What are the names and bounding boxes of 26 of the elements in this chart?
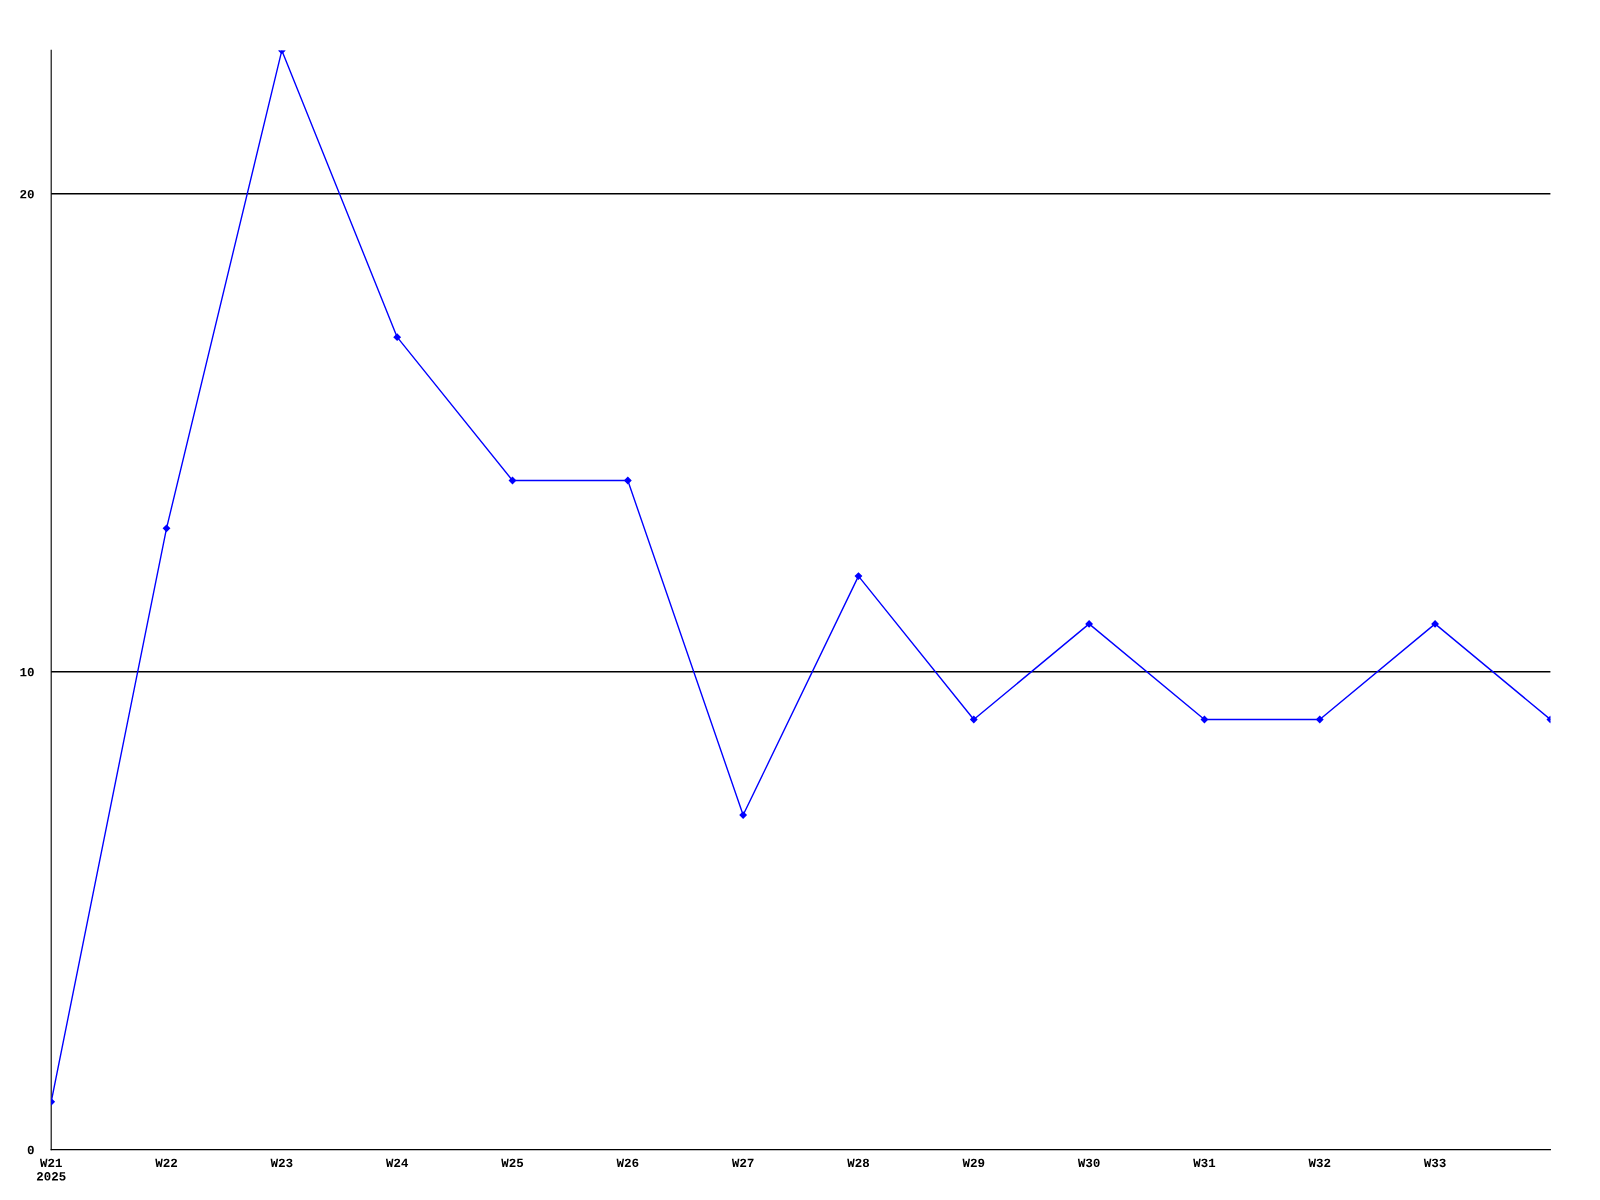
x-tick-label: W24 [385, 1158, 409, 1167]
x-tick-label: W23 [270, 1158, 293, 1168]
x-tick-label: W29 [962, 1158, 985, 1168]
x-tick-label: W25 [501, 1158, 524, 1168]
x-tick-label: W33 [1423, 1158, 1446, 1168]
point [393, 333, 401, 341]
x-tick-label: W27 [731, 1158, 754, 1167]
point [624, 476, 632, 485]
point [854, 572, 863, 580]
point [1085, 620, 1093, 628]
x-tick-label: W21 2025 [36, 1158, 66, 1181]
point [970, 715, 978, 724]
x-tick-label: W30 [1077, 1158, 1100, 1168]
point [1431, 620, 1439, 628]
x-tick-label: W28 [847, 1158, 870, 1168]
y-tick-label: 0 [27, 1145, 34, 1155]
x-tick-label: W22 [155, 1158, 178, 1167]
x-tick-label: W32 [1308, 1158, 1331, 1168]
point [739, 811, 747, 819]
point [1316, 715, 1324, 724]
x-tick-label: W26 [616, 1158, 639, 1168]
x-tick-label: W31 [1193, 1158, 1216, 1168]
point [162, 524, 171, 532]
point [1200, 715, 1209, 724]
y-tick-label: 20 [20, 189, 34, 199]
y-tick-label: 10 [20, 667, 34, 677]
